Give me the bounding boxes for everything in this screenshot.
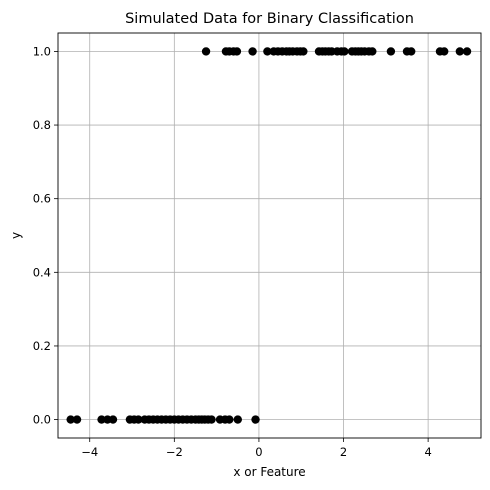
data-point bbox=[439, 47, 449, 56]
x-axis-label: x or Feature bbox=[233, 465, 305, 479]
data-point bbox=[72, 415, 82, 424]
y-tick-label: 0.0 bbox=[33, 413, 51, 427]
data-point bbox=[232, 47, 242, 56]
y-tick-label: 0.4 bbox=[33, 265, 51, 279]
y-tick-label: 0.2 bbox=[33, 339, 51, 353]
data-point bbox=[66, 415, 75, 424]
ticks-layer: −4 −2 0 2 4 0.0 0.2 0.4 0.6 0.8 1.0 bbox=[33, 44, 432, 459]
data-point bbox=[462, 47, 472, 56]
data-point bbox=[233, 415, 242, 424]
data-point bbox=[248, 47, 257, 56]
y-axis-label: y bbox=[9, 232, 23, 239]
data-point bbox=[207, 415, 216, 424]
data-point bbox=[201, 47, 211, 56]
data-point bbox=[407, 47, 416, 56]
data-point bbox=[299, 47, 308, 56]
data-point bbox=[263, 47, 272, 56]
data-point bbox=[368, 47, 377, 56]
data-point bbox=[134, 415, 143, 424]
data-point bbox=[340, 47, 349, 56]
data-point bbox=[225, 415, 234, 424]
chart-title: Simulated Data for Binary Classification bbox=[125, 11, 414, 27]
data-point bbox=[455, 47, 465, 56]
y-tick-label: 0.8 bbox=[33, 118, 51, 132]
data-point bbox=[386, 47, 396, 56]
data-point bbox=[108, 415, 118, 424]
x-tick-label: 0 bbox=[255, 445, 262, 459]
x-tick-label: 2 bbox=[340, 445, 347, 459]
y-tick-label: 1.0 bbox=[33, 44, 51, 58]
x-tick-label: −2 bbox=[166, 445, 183, 459]
x-tick-label: 4 bbox=[424, 445, 431, 459]
y-tick-label: 0.6 bbox=[33, 192, 51, 206]
grid-layer bbox=[58, 33, 481, 438]
points-layer bbox=[66, 47, 472, 424]
plot-frame bbox=[57, 32, 482, 439]
data-point bbox=[97, 415, 106, 424]
x-tick-label: −4 bbox=[81, 445, 98, 459]
data-point bbox=[251, 415, 260, 424]
